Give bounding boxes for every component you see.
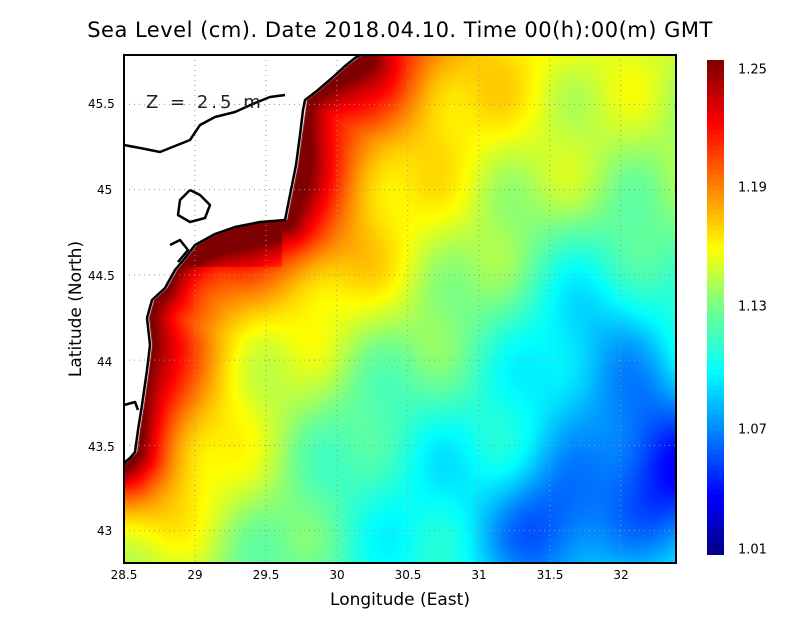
y-tick: 43.5 — [88, 440, 115, 454]
y-tick: 44 — [97, 355, 113, 369]
y-axis-label: Latitude (North) — [66, 240, 86, 378]
colorbar-label: 1.13 — [738, 299, 767, 315]
x-tick: 31.5 — [536, 568, 564, 582]
y-tick: 43 — [97, 524, 113, 538]
x-axis-label: Longitude (East) — [330, 590, 470, 610]
sea-level-field — [124, 55, 676, 563]
grid-lines — [123, 55, 676, 563]
x-tick: 30.5 — [394, 568, 422, 582]
colorbar — [707, 60, 724, 555]
colorbar-label: 1.19 — [738, 180, 767, 196]
x-tick: 31 — [471, 568, 487, 582]
colorbar-label: 1.25 — [738, 62, 767, 78]
y-tick: 44.5 — [88, 269, 115, 283]
colorbar-label: 1.01 — [738, 542, 767, 558]
y-tick: 45 — [97, 183, 113, 197]
depth-label: Z = 2.5 m — [146, 92, 264, 113]
x-tick: 30 — [329, 568, 345, 582]
x-tick: 29 — [187, 568, 203, 582]
x-tick: 32 — [613, 568, 629, 582]
coastline — [123, 53, 361, 464]
y-tick: 45.5 — [88, 97, 115, 111]
colorbar-label: 1.07 — [738, 422, 767, 438]
plot-frame — [123, 54, 677, 564]
map-title: Sea Level (cm). Date 2018.04.10. Time 00… — [87, 18, 713, 42]
x-tick: 29.5 — [252, 568, 280, 582]
x-tick: 28.5 — [110, 568, 138, 582]
